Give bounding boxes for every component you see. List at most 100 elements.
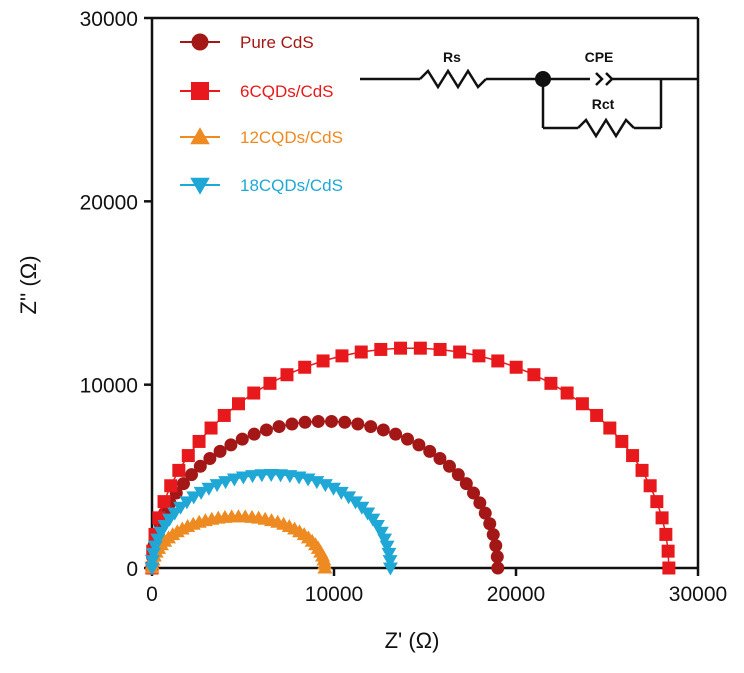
data-point — [172, 463, 186, 477]
data-point — [193, 459, 207, 473]
legend-item: 18CQDs/CdS — [180, 176, 343, 195]
circuit-label-rct: Rct — [592, 96, 615, 112]
data-point — [176, 477, 190, 491]
data-point — [333, 486, 349, 500]
data-point — [655, 511, 669, 525]
data-point — [389, 427, 403, 441]
data-point — [280, 368, 294, 382]
data-point — [379, 540, 395, 554]
data-point — [164, 479, 178, 493]
x-tick-label: 30000 — [669, 583, 727, 606]
data-point — [209, 479, 225, 493]
data-point — [626, 449, 640, 463]
data-point — [224, 438, 238, 452]
series-6cqds-cds — [145, 341, 676, 575]
legend-marker-icon — [191, 82, 209, 100]
data-point — [217, 408, 231, 422]
data-point — [203, 452, 217, 466]
data-point — [364, 420, 378, 434]
y-tick-label: 10000 — [80, 375, 138, 398]
data-point — [491, 561, 505, 575]
data-point — [218, 476, 234, 490]
legend-item: 6CQDs/CdS — [180, 82, 334, 101]
data-point — [615, 434, 629, 448]
data-point — [467, 486, 481, 500]
data-point — [213, 444, 227, 458]
series-layer — [144, 341, 676, 576]
data-point — [201, 482, 217, 496]
y-tick-label: 30000 — [80, 8, 138, 31]
data-point — [285, 417, 299, 431]
data-point — [316, 354, 330, 368]
data-point — [144, 562, 160, 576]
data-point — [369, 520, 385, 534]
data-point — [173, 501, 189, 515]
data-point — [298, 360, 312, 374]
data-point — [245, 470, 261, 484]
data-point — [235, 432, 249, 446]
axis-ticks: 0 10000 20000 30000 0 10000 20000 30000 — [80, 8, 728, 606]
legend-label: 12CQDs/CdS — [240, 128, 343, 147]
data-point — [412, 438, 426, 452]
rct-resistor-icon — [577, 117, 635, 139]
data-point — [317, 479, 333, 493]
data-point — [263, 376, 277, 390]
legend-label: Pure CdS — [240, 33, 314, 52]
data-point — [145, 547, 161, 561]
data-point — [247, 386, 261, 400]
data-point — [527, 368, 541, 382]
data-point — [186, 491, 202, 505]
data-point — [376, 423, 390, 437]
legend-item: Pure CdS — [180, 33, 314, 52]
data-point — [661, 544, 675, 558]
data-point — [193, 486, 209, 500]
legend-marker-icon — [190, 127, 210, 145]
data-point — [473, 496, 487, 510]
data-point — [325, 414, 339, 428]
data-point — [413, 341, 427, 355]
data-point — [335, 349, 349, 363]
data-point — [157, 495, 171, 509]
rs-resistor-icon — [419, 68, 487, 90]
data-point — [433, 342, 447, 356]
series-18cqds-cds — [144, 468, 398, 576]
data-point — [659, 527, 673, 541]
circuit-label-rs: Rs — [443, 49, 461, 65]
data-point — [650, 495, 664, 509]
x-tick-label: 10000 — [305, 583, 363, 606]
data-point — [544, 376, 558, 390]
data-point — [382, 555, 398, 569]
data-point — [254, 469, 270, 483]
data-point — [259, 423, 273, 437]
legend-item: 12CQDs/CdS — [180, 127, 343, 147]
data-point — [575, 397, 589, 411]
legend-label: 6CQDs/CdS — [240, 82, 334, 101]
data-point — [192, 434, 206, 448]
data-point — [374, 342, 388, 356]
data-point — [326, 482, 341, 496]
data-point — [603, 421, 617, 435]
data-point — [442, 459, 456, 473]
series-line — [151, 515, 326, 569]
data-point — [489, 539, 503, 553]
data-point — [341, 491, 357, 505]
data-point — [226, 473, 242, 487]
data-point — [381, 547, 397, 561]
data-point — [400, 432, 414, 446]
y-axis-title: Z'' (Ω) — [16, 255, 41, 314]
data-point — [247, 427, 261, 441]
x-axis-title: Z' (Ω) — [385, 628, 440, 653]
data-point — [144, 555, 160, 569]
x-tick-label: 20000 — [487, 583, 545, 606]
data-point — [377, 533, 393, 547]
data-point — [181, 449, 195, 463]
cpe-arrow-icon — [595, 72, 604, 86]
data-point — [433, 452, 447, 466]
data-point — [635, 463, 649, 477]
data-point — [179, 496, 195, 510]
data-point — [472, 349, 486, 363]
data-point — [509, 360, 523, 374]
data-point — [483, 517, 497, 531]
